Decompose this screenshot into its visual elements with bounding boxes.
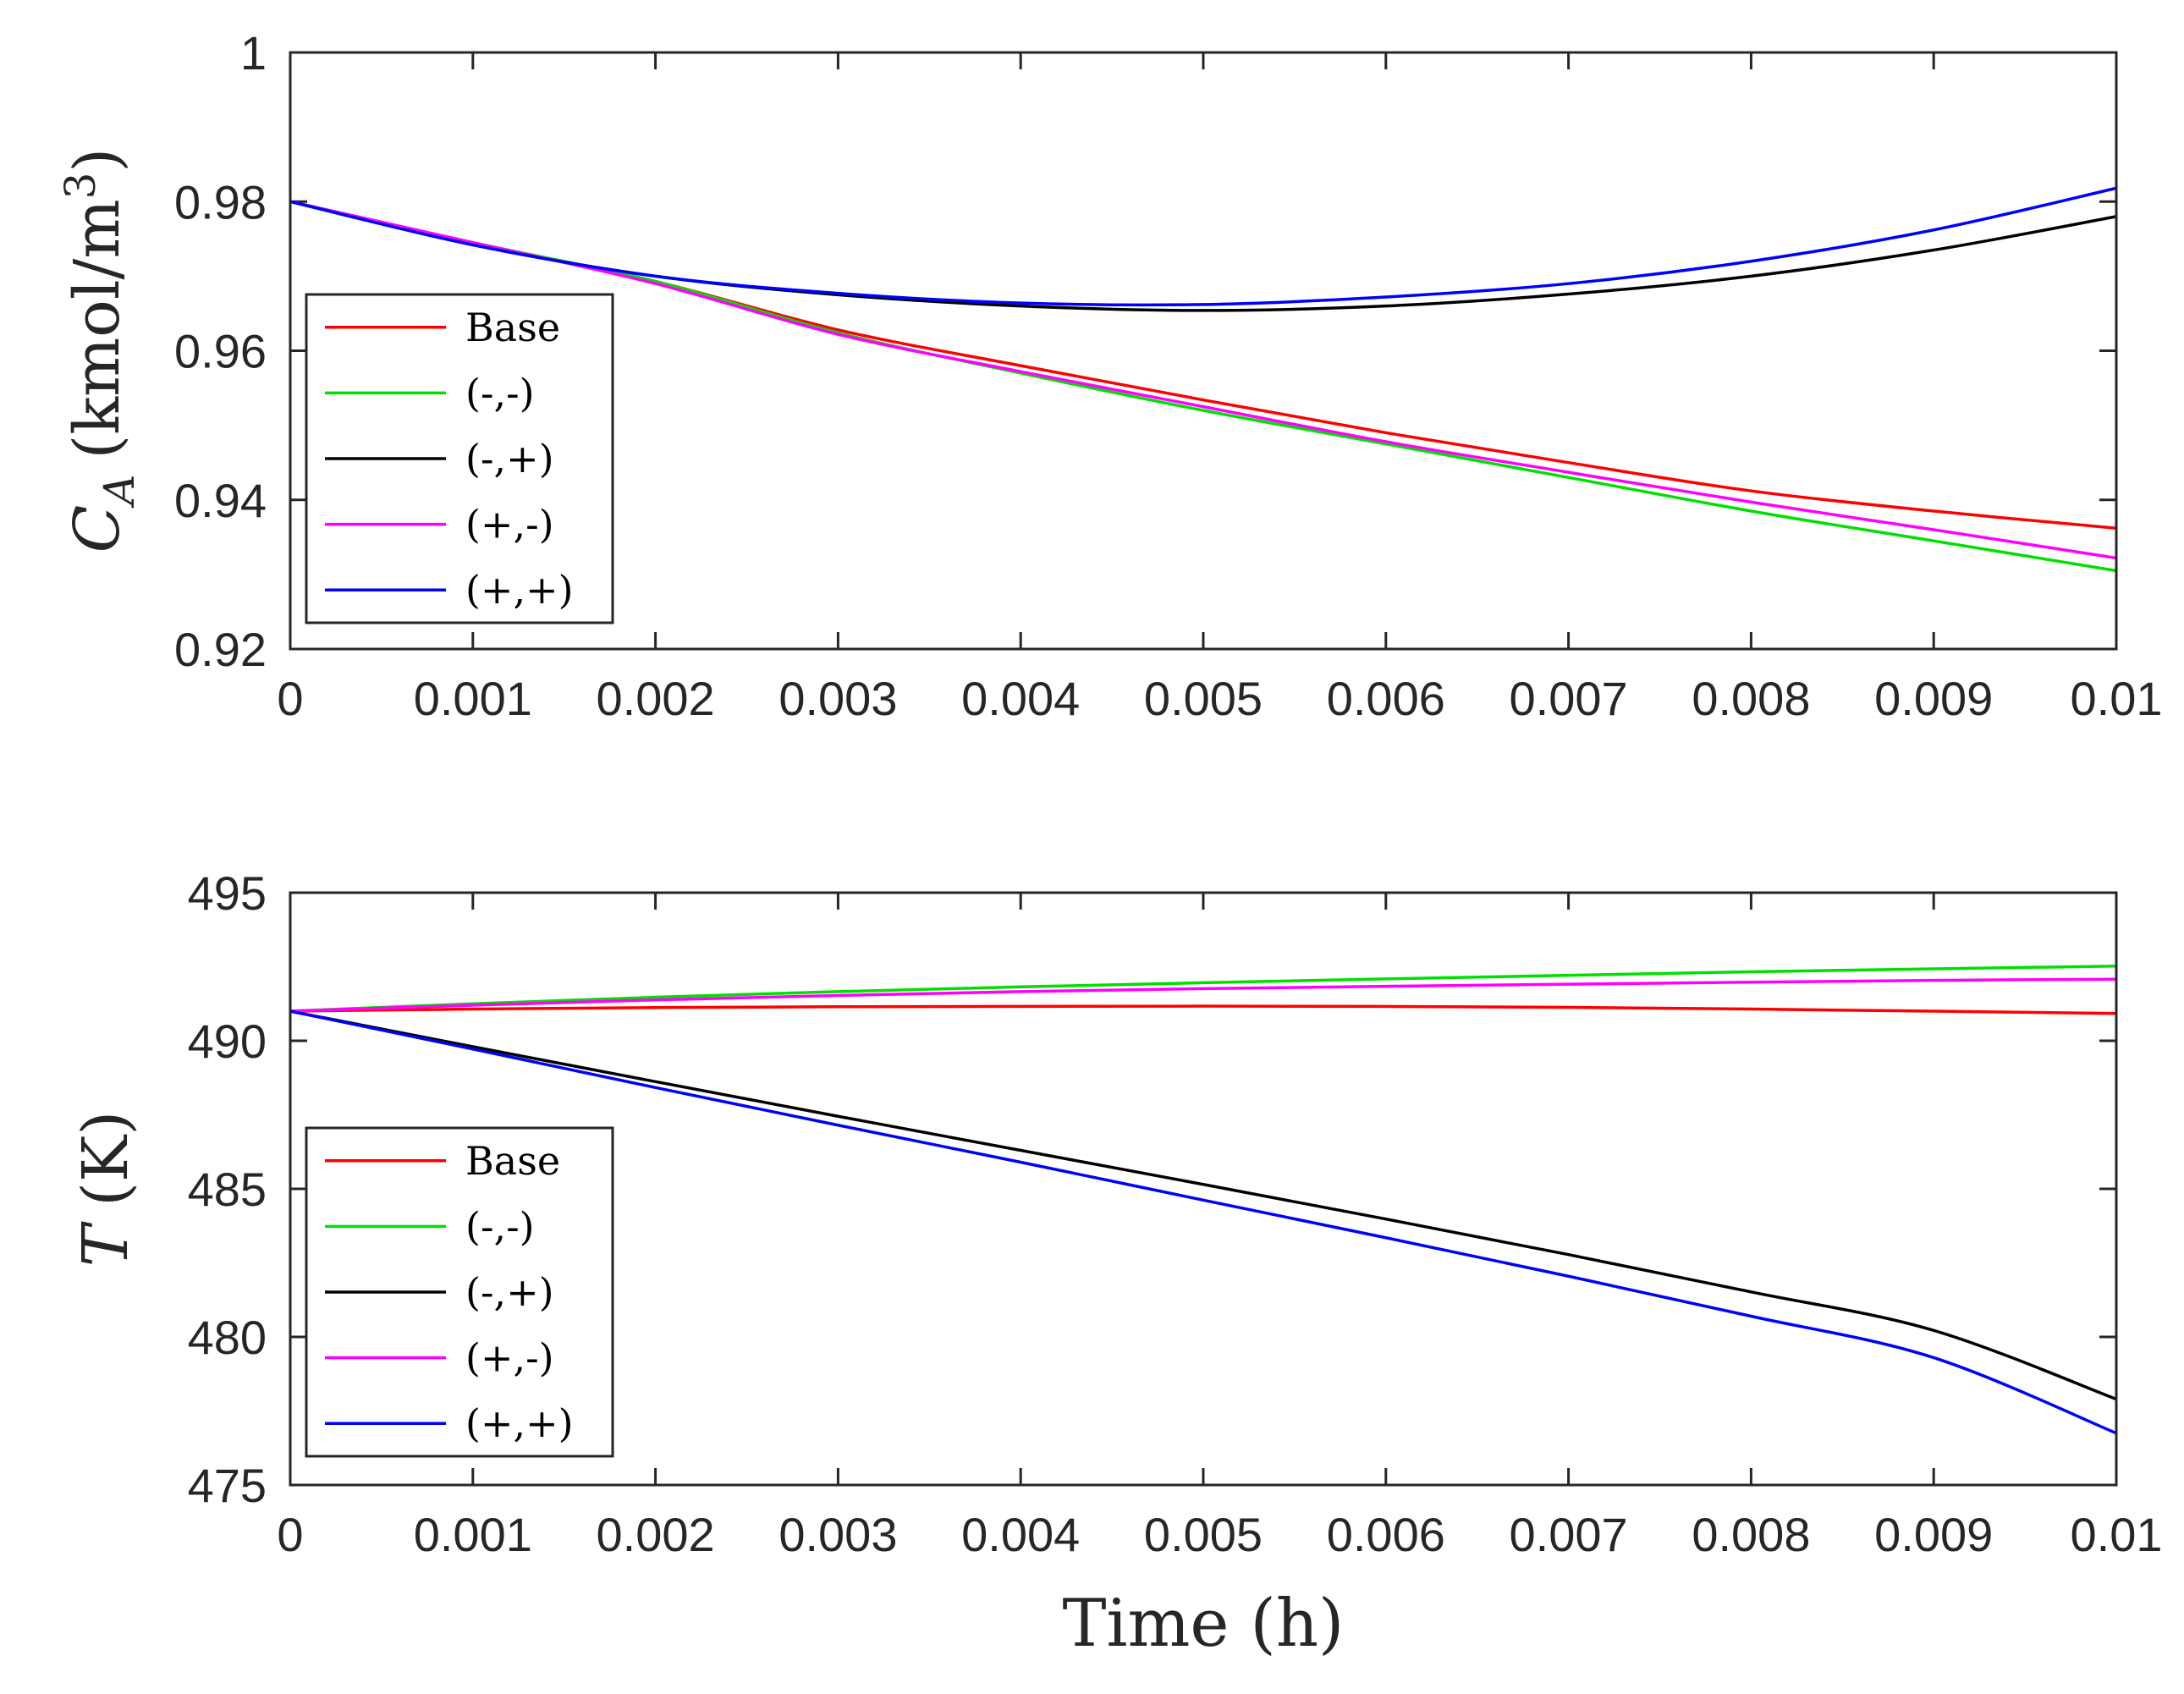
concentration-series bbox=[289, 186, 2117, 573]
y-tick-label: 490 bbox=[188, 1015, 267, 1068]
y-tick-label: 495 bbox=[188, 866, 267, 920]
temperature-series bbox=[289, 965, 2117, 1435]
y-tick-label: 0.96 bbox=[174, 325, 267, 378]
x-tick-label: 0.004 bbox=[961, 1508, 1080, 1561]
temperature-tick-labels: 0 0.001 0.002 0.003 0.004 0.005 0.006 0.007 0.00… bbox=[188, 866, 2163, 1561]
x-tick-label: 0.004 bbox=[961, 672, 1080, 725]
legend-label: (+,+) bbox=[465, 1400, 574, 1446]
concentration-y-axis-label: CA (kmol/m3) bbox=[56, 148, 144, 553]
x-tick-label: 0.009 bbox=[1874, 672, 1993, 725]
x-tick-label: 0.006 bbox=[1327, 672, 1445, 725]
concentration-y-label-superscript: 3 bbox=[56, 173, 105, 200]
legend-label: (-,+) bbox=[465, 1269, 554, 1315]
x-tick-label: 0.005 bbox=[1144, 672, 1263, 725]
legend-label: (-,-) bbox=[465, 370, 535, 415]
x-tick-label: 0.01 bbox=[2071, 672, 2163, 725]
legend-label: Base bbox=[465, 305, 560, 350]
series-line bbox=[289, 1009, 2117, 1435]
y-tick-label: 0.92 bbox=[174, 623, 267, 676]
y-tick-label: 475 bbox=[188, 1459, 267, 1512]
temperature-y-label-symbol: T bbox=[69, 1221, 142, 1267]
series-line bbox=[289, 186, 2117, 307]
concentration-y-label-unit: (kmol/m bbox=[61, 199, 134, 459]
temperature-y-axis-label: T (K) bbox=[69, 1111, 142, 1267]
temperature-y-label-unit: (K) bbox=[69, 1111, 142, 1207]
x-tick-label: 0.002 bbox=[597, 1508, 715, 1561]
y-tick-label: 0.94 bbox=[174, 474, 267, 527]
x-tick-label: 0.002 bbox=[597, 672, 715, 725]
concentration-y-label-subscript: A bbox=[95, 475, 144, 509]
legend-label: (+,-) bbox=[465, 502, 554, 547]
series-line bbox=[289, 977, 2117, 1013]
legend-label: (-,-) bbox=[465, 1203, 535, 1249]
legend-label: (+,-) bbox=[465, 1335, 554, 1381]
x-tick-label: 0.001 bbox=[414, 1508, 532, 1561]
x-tick-label: 0 bbox=[277, 1508, 303, 1561]
x-tick-label: 0.007 bbox=[1510, 1508, 1628, 1561]
concentration-tick-labels: 0 0.001 0.002 0.003 0.004 0.005 0.006 0.007 0.00… bbox=[174, 26, 2163, 725]
x-tick-label: 0.005 bbox=[1144, 1508, 1263, 1561]
concentration-legend: Base (-,-) (-,+) (+,-) (+,+) bbox=[305, 293, 614, 624]
legend-label: (-,+) bbox=[465, 436, 554, 481]
concentration-y-label-close: ) bbox=[61, 148, 134, 173]
x-axis-label: Time (h) bbox=[1063, 1586, 1345, 1662]
temperature-panel: 0 0.001 0.002 0.003 0.004 0.005 0.006 0.007 0.00… bbox=[69, 866, 2163, 1561]
y-tick-label: 480 bbox=[188, 1311, 267, 1364]
x-tick-label: 0.001 bbox=[414, 672, 532, 725]
series-line bbox=[289, 1004, 2117, 1015]
x-tick-label: 0.007 bbox=[1510, 672, 1628, 725]
x-tick-label: 0.006 bbox=[1327, 1508, 1445, 1561]
legend-label: (+,+) bbox=[465, 567, 574, 613]
temperature-legend: Base (-,-) (-,+) (+,-) (+,+) bbox=[305, 1126, 614, 1458]
series-line bbox=[289, 1009, 2117, 1401]
y-tick-label: 0.98 bbox=[174, 175, 267, 228]
concentration-axes-box bbox=[289, 51, 2118, 651]
y-tick-label: 1 bbox=[240, 26, 267, 80]
x-tick-label: 0 bbox=[277, 672, 303, 725]
series-line bbox=[289, 200, 2117, 560]
legend-label: Base bbox=[465, 1138, 560, 1184]
x-tick-label: 0.003 bbox=[778, 1508, 897, 1561]
x-tick-label: 0.01 bbox=[2071, 1508, 2163, 1561]
concentration-panel: 0 0.001 0.002 0.003 0.004 0.005 0.006 0.007 0.00… bbox=[56, 26, 2163, 725]
x-tick-label: 0.003 bbox=[778, 672, 897, 725]
x-tick-label: 0.008 bbox=[1692, 672, 1810, 725]
x-tick-label: 0.008 bbox=[1692, 1508, 1810, 1561]
y-tick-label: 485 bbox=[188, 1163, 267, 1216]
series-line bbox=[289, 965, 2117, 1013]
concentration-y-label-symbol: C bbox=[61, 505, 134, 553]
x-tick-label: 0.009 bbox=[1874, 1508, 1993, 1561]
temperature-axes-box bbox=[289, 891, 2118, 1487]
